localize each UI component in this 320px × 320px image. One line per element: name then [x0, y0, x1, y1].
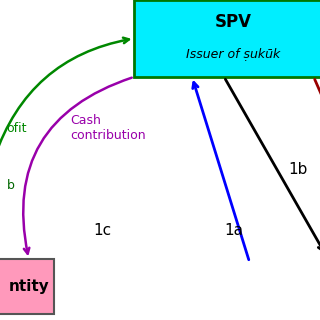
FancyBboxPatch shape — [134, 0, 320, 77]
Text: ntity: ntity — [8, 279, 49, 294]
Text: 1b: 1b — [288, 162, 307, 177]
Text: 1a: 1a — [224, 223, 243, 238]
Text: Cash
contribution: Cash contribution — [70, 114, 146, 142]
FancyBboxPatch shape — [0, 259, 54, 314]
Text: 1c: 1c — [93, 223, 111, 238]
Text: b: b — [6, 179, 14, 192]
Text: ofit: ofit — [6, 122, 27, 134]
Text: SPV: SPV — [215, 13, 252, 31]
Text: Issuer of ṣukūk: Issuer of ṣukūk — [187, 48, 281, 61]
